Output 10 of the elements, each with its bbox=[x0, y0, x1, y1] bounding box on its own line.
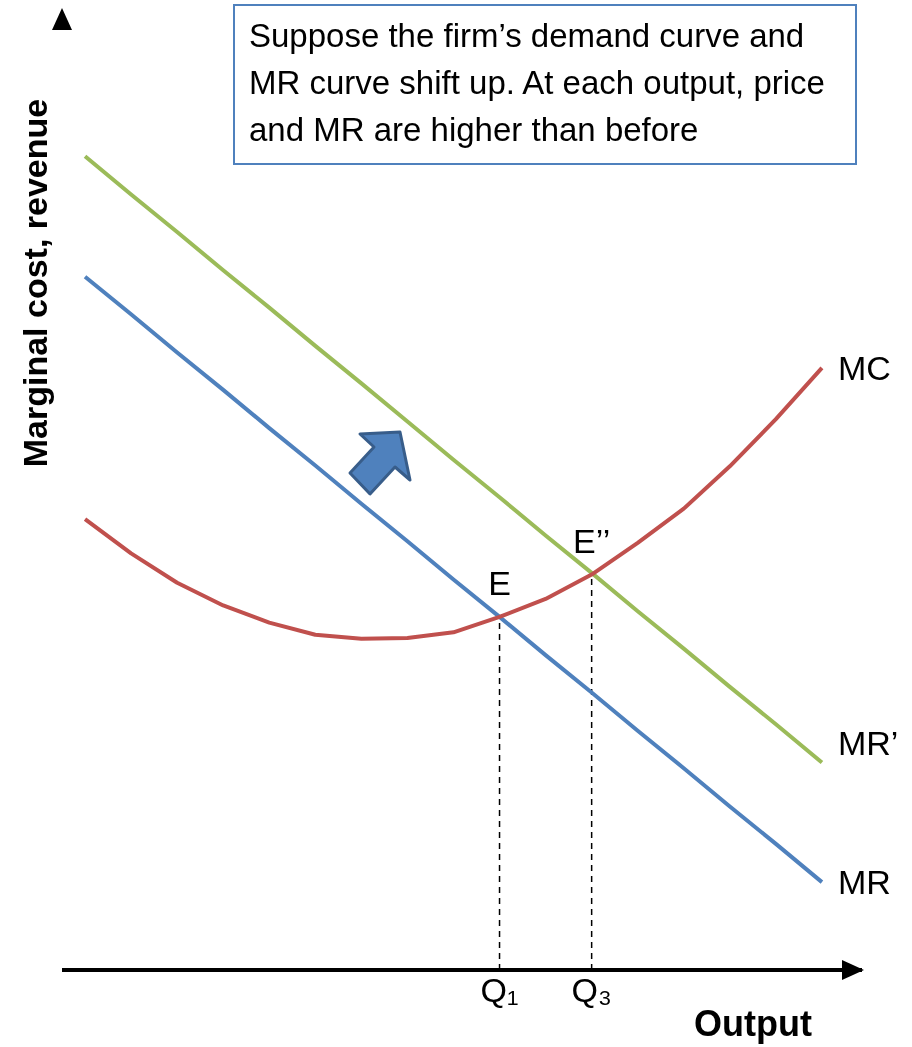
text: Suppose the firm’s demand curve and MR curve shift up. At each output, price and MR are higher than before bbox=[233, 4, 857, 165]
x-tick-label: Q₁ bbox=[480, 971, 519, 1010]
series-label: MC bbox=[837, 348, 891, 387]
x-tick-label: Q₃ bbox=[571, 971, 612, 1010]
x-axis-title: Output bbox=[694, 1003, 812, 1045]
series-label: MR’ bbox=[837, 723, 899, 762]
y-axis-title: Marginal cost, revenue bbox=[15, 98, 55, 468]
annotation: E’’ bbox=[573, 521, 611, 560]
annotation: E bbox=[488, 563, 511, 602]
series-label: MR bbox=[837, 863, 891, 902]
